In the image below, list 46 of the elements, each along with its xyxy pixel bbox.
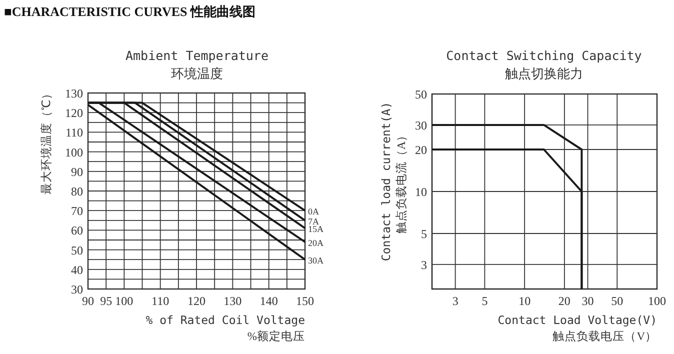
x-tick-label: 100 [115,294,134,308]
y-tick-label: 40 [71,262,83,277]
series-label: 7A [308,216,320,226]
x-tick-label: 140 [260,294,278,308]
y-tick-label: 100 [65,145,83,160]
x-axis-title: Contact Load Voltage(V) 触点负载电压（V） [498,313,657,343]
y-tick-label: 120 [65,106,83,120]
x-tick-label: 30 [582,294,594,308]
x-tick-label: 3 [452,294,458,308]
chart-subtitle: 环境温度 [171,66,223,81]
series-label: 20A [308,238,324,248]
chart-subtitle: 触点切换能力 [505,66,583,81]
y-tick-label: 70 [71,204,83,218]
chart-title: Contact Switching Capacity [446,48,642,63]
y-axis-title: Contact load current(A) 触点负载电流（A） [379,102,408,262]
y-tick-label: 110 [65,126,83,140]
x-tick-label: 5 [482,294,488,308]
y-tick-label: 60 [71,224,83,238]
x-tick-label: 150 [296,294,314,308]
x-tick-label: 110 [152,294,170,308]
y-tick-label: 90 [71,164,83,179]
y-axis-title: 最大环境温度（℃） [39,88,53,194]
y-tick-label: 30 [71,282,83,296]
x-tick-label: 20 [558,294,570,308]
text: ■CHARACTERISTIC CURVES 性能曲线图 [4,4,256,19]
x-tick-label: 50 [611,294,624,308]
y-tick-label: 20 [415,143,427,158]
x-tick-label: 90 [82,294,94,308]
x-tick-label: 100 [648,294,666,308]
y-tick-label: 50 [71,243,83,258]
x-axis-title: % of Rated Coil Voltage %额定电压 [146,313,306,343]
y-tick-label: 5 [421,226,427,241]
y-tick-label: 130 [65,86,83,100]
y-tick-label: 3 [421,258,427,272]
series-label: 15A [308,224,324,234]
y-tick-label: 10 [415,185,427,199]
x-tick-label: 130 [224,294,242,308]
x-tick-label: 120 [188,294,206,308]
y-tick-label: 50 [415,88,427,102]
chart-title: Ambient Temperature [126,48,268,63]
series-label: 30A [308,256,324,266]
series-label: 0A [308,206,320,217]
x-tick-label: 95 [100,294,112,308]
y-tick-label: 80 [71,184,83,198]
x-tick-label: 10 [518,294,531,308]
y-tick-label: 30 [415,118,427,132]
